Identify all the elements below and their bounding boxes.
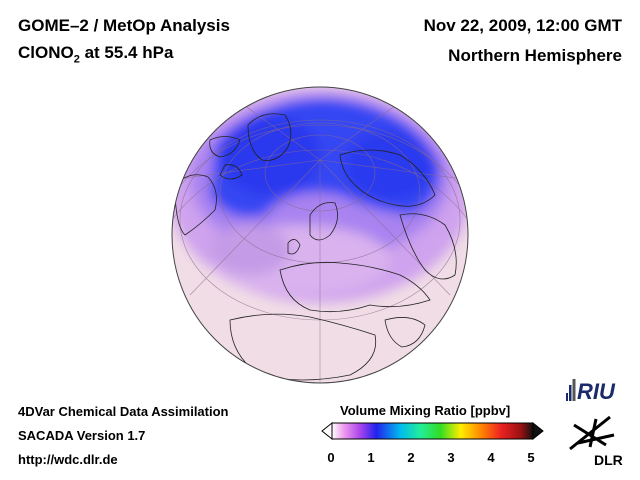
coast-north-america: [174, 174, 217, 236]
footer-method: 4DVar Chemical Data Assimilation: [18, 404, 229, 419]
coast-scandinavia: [309, 202, 338, 241]
date-label: Nov 22, 2009, 12:00 GMT: [423, 16, 622, 35]
region-label: Northern Hemisphere: [448, 46, 622, 65]
colorbar-right-arrow: [532, 421, 544, 441]
coast-canada-arctic: [209, 136, 243, 180]
graticule: [172, 94, 468, 383]
colorbar-title: Volume Mixing Ratio [ppbv]: [340, 403, 511, 418]
colorbar-tick-0: 0: [327, 450, 335, 465]
colorbar-tick-3: 3: [447, 450, 455, 465]
colorbar-left-arrow: [321, 421, 333, 441]
footer-version: SACADA Version 1.7: [18, 428, 146, 443]
title-species: ClONO2 at 55.4 hPa: [18, 43, 173, 65]
dlr-emblem-icon: [569, 415, 615, 451]
title-instrument: GOME–2 / MetOp Analysis: [18, 16, 230, 35]
coast-europe: [279, 261, 431, 313]
vortex-peak: [220, 115, 320, 195]
coast-asia: [399, 213, 457, 280]
colorbar-tick-1: 1: [367, 450, 375, 465]
colorbar-gradient: [331, 422, 534, 440]
coast-greenland: [247, 113, 292, 161]
riu-logo-text: RIU: [577, 379, 616, 403]
dlr-logo-text: DLR: [594, 452, 623, 468]
colorbar-tick-4: 4: [487, 450, 495, 465]
coast-middle-east: [384, 317, 426, 348]
colorbar: [321, 421, 544, 441]
coast-uk: [287, 239, 301, 255]
dlr-logo: DLR: [569, 415, 623, 468]
species-level: at 55.4 hPa: [79, 43, 174, 62]
species-name: ClONO: [18, 43, 74, 62]
riu-logo: RIU: [566, 379, 616, 403]
globe-outline: [171, 86, 469, 384]
colorbar-tick-5: 5: [527, 450, 535, 465]
footer-url[interactable]: http://wdc.dlr.de: [18, 452, 118, 467]
coast-siberia: [339, 149, 436, 207]
species-subscript: 2: [73, 53, 80, 66]
lobe-south: [210, 225, 290, 275]
colorbar-tick-2: 2: [407, 450, 415, 465]
globe-map: [171, 86, 469, 384]
